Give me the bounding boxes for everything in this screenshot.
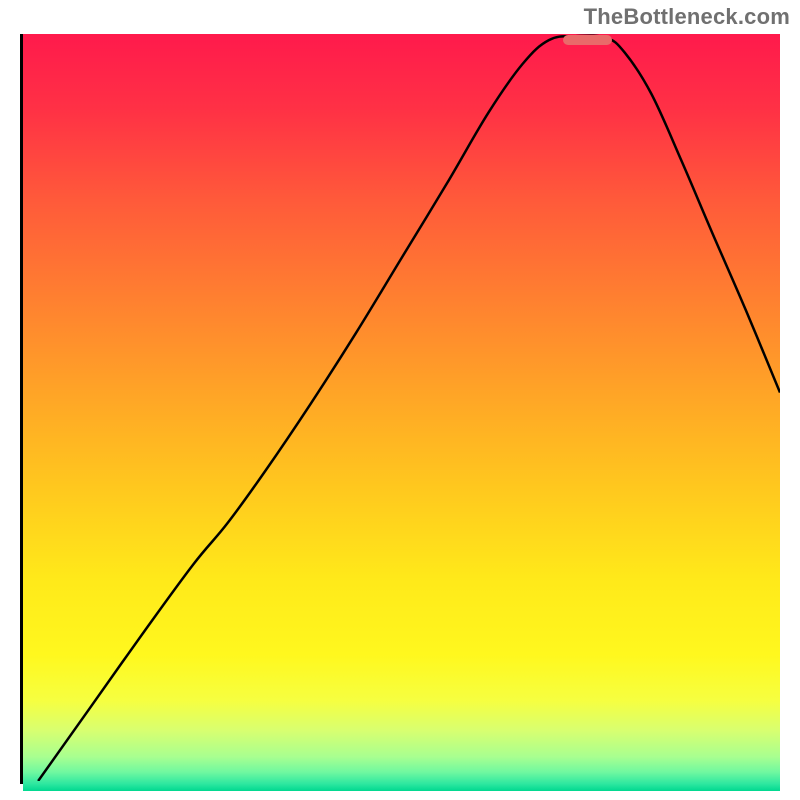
chart-container: { "watermark": { "text": "TheBottleneck.… — [0, 0, 800, 800]
watermark-text: TheBottleneck.com — [584, 4, 790, 30]
curve-line — [23, 34, 780, 781]
plot-area — [20, 34, 780, 784]
optimal-marker — [563, 35, 612, 45]
